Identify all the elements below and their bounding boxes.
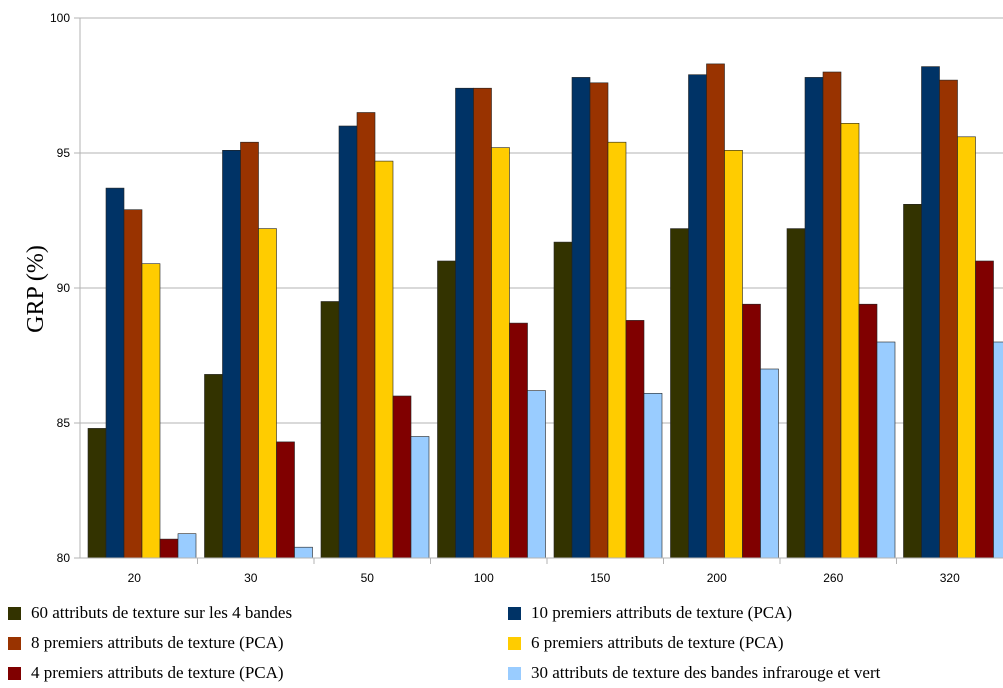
legend-label: 6 premiers attributs de texture (PCA): [531, 633, 784, 652]
legend-item: 8 premiers attributs de texture (PCA): [8, 633, 284, 653]
y-tick-label: 80: [57, 551, 71, 565]
legend-label: 10 premiers attributs de texture (PCA): [531, 603, 793, 622]
x-tick-label: 100: [474, 571, 494, 585]
x-tick-label: 200: [707, 571, 727, 585]
bar: [903, 204, 922, 559]
bar: [975, 260, 994, 559]
bar: [706, 63, 725, 559]
y-axis-label: GRP (%): [23, 245, 49, 333]
bar: [822, 71, 842, 559]
legend-swatch: [508, 606, 521, 620]
legend-swatch: [8, 666, 21, 680]
bar: [240, 141, 259, 559]
bar: [858, 303, 878, 559]
bar: [123, 209, 143, 559]
x-tick-label: 260: [823, 571, 843, 585]
x-tick-label: 150: [590, 571, 610, 585]
bar: [957, 136, 976, 559]
legend-item: 4 premiers attributs de texture (PCA): [8, 663, 284, 683]
bar: [374, 160, 394, 559]
legend-swatch: [8, 636, 21, 650]
y-tick-label: 90: [57, 281, 71, 295]
bar: [491, 147, 510, 559]
bar: [993, 341, 1003, 559]
bar: [876, 341, 896, 559]
bar: [141, 263, 161, 559]
legend-swatch: [508, 666, 521, 680]
bar: [437, 260, 456, 559]
bar: [473, 87, 492, 559]
bar: [625, 320, 645, 559]
legend-item: 60 attributs de texture sur les 4 bandes: [8, 603, 292, 623]
bar: [804, 77, 824, 559]
bars: [87, 63, 1003, 559]
legend-swatch: [508, 636, 521, 650]
legend-item: 6 premiers attributs de texture (PCA): [508, 633, 784, 653]
legend-label: 4 premiers attributs de texture (PCA): [31, 663, 284, 682]
x-tick-label: 320: [940, 571, 960, 585]
legend-label: 60 attributs de texture sur les 4 bandes: [31, 603, 293, 622]
bar: [921, 66, 940, 559]
bar-chart: 80 85 90 95 100 20 30 50 100 150 200 260 320 GRP (%): [23, 11, 1003, 585]
bar: [258, 228, 277, 559]
legend-label: 8 premiers attributs de texture (PCA): [31, 633, 284, 652]
bar: [204, 374, 223, 559]
bar: [509, 322, 528, 559]
y-tick-label: 100: [50, 11, 70, 25]
bar: [392, 395, 412, 559]
y-tick-label: 95: [57, 146, 71, 160]
bar: [786, 228, 806, 559]
bar: [840, 123, 860, 559]
bar: [338, 125, 358, 559]
bar: [159, 538, 179, 559]
bar: [607, 141, 627, 559]
bar: [177, 533, 197, 559]
bar: [760, 368, 779, 559]
bar: [356, 112, 376, 559]
bar: [276, 441, 295, 559]
bar: [105, 187, 125, 559]
bar: [410, 436, 430, 559]
bar: [688, 74, 707, 559]
bar: [527, 390, 546, 559]
legend-item: 10 premiers attributs de texture (PCA): [508, 603, 792, 623]
x-tick-label: 30: [244, 571, 258, 585]
legend-label: 30 attributs de texture des bandes infra…: [531, 663, 881, 682]
bar: [643, 392, 663, 559]
y-tick-label: 85: [57, 416, 71, 430]
bar: [455, 87, 474, 559]
bar: [670, 228, 689, 559]
bar: [939, 79, 958, 559]
bar: [742, 303, 761, 559]
legend: 60 attributs de texture sur les 4 bandes…: [0, 600, 1003, 688]
x-tick-label: 50: [361, 571, 375, 585]
bar: [724, 150, 743, 559]
legend-swatch: [8, 606, 21, 620]
legend-item: 30 attributs de texture des bandes infra…: [508, 663, 880, 683]
bar: [553, 241, 573, 559]
bar: [589, 82, 609, 559]
bar: [87, 428, 107, 559]
axes: 80 85 90 95 100 20 30 50 100 150 200 260 320: [50, 11, 1003, 585]
bar: [571, 77, 591, 559]
bar: [320, 301, 340, 559]
bar: [294, 546, 313, 559]
x-tick-label: 20: [128, 571, 142, 585]
bar: [222, 150, 241, 559]
